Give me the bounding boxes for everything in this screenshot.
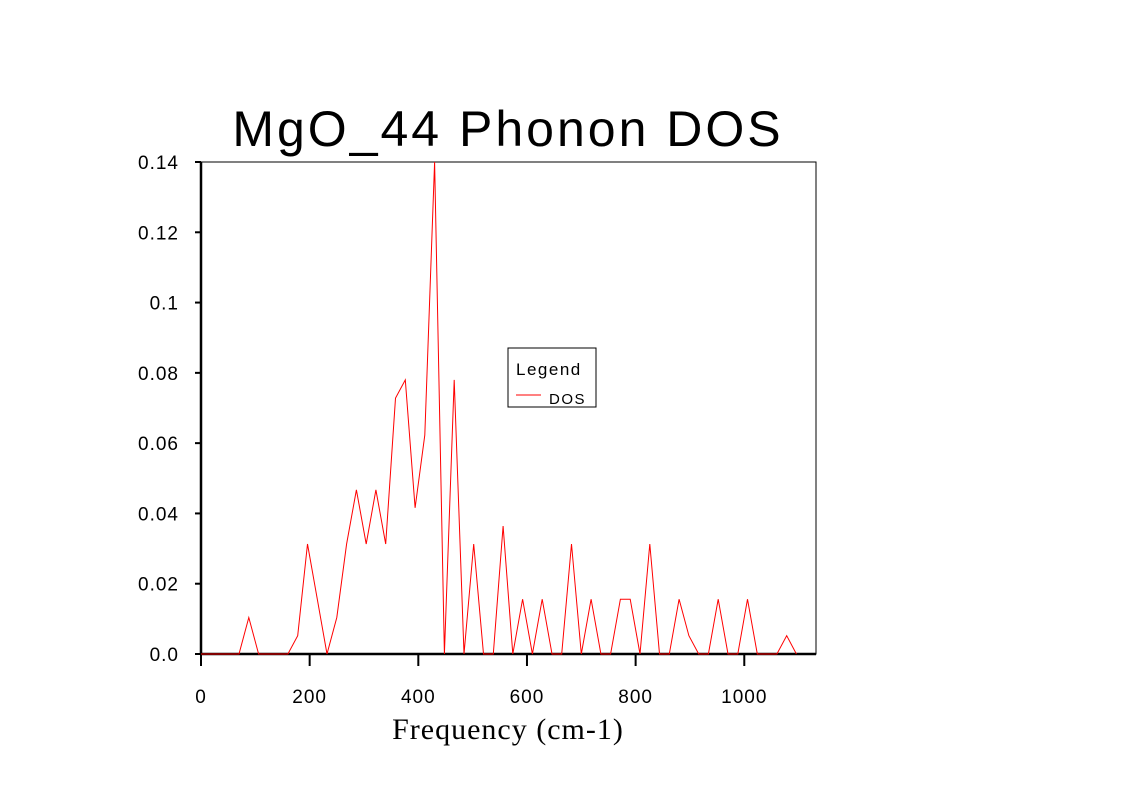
legend-label-dos: DOS <box>549 391 586 408</box>
x-tick-label: 1000 <box>721 687 767 708</box>
series-line-dos <box>201 161 797 655</box>
y-tick-label: 0.1 <box>150 294 179 315</box>
y-tick-label: 0.0 <box>150 645 179 666</box>
y-tick-label: 0.14 <box>138 153 179 174</box>
chart-title: MgO_44 Phonon DOS <box>232 101 783 157</box>
x-tick-label: 800 <box>618 687 653 708</box>
x-tick-label: 0 <box>195 687 207 708</box>
y-tick-label: 0.06 <box>138 434 179 455</box>
legend-box <box>507 347 597 408</box>
y-tick-label: 0.04 <box>138 504 179 525</box>
plot-frame <box>200 161 817 655</box>
axes: 0 200 400 600 800 1000 0.0 0.02 0.04 0.06 0.08 0.1 0… <box>138 153 816 708</box>
legend-title: Legend <box>516 360 582 379</box>
x-tick-label: 600 <box>510 687 545 708</box>
legend: Legend DOS <box>507 347 597 408</box>
x-axis-label: Frequency (cm-1) <box>392 713 624 746</box>
y-tick-label: 0.12 <box>138 223 179 244</box>
y-tick-label: 0.08 <box>138 364 179 385</box>
y-tick-label: 0.02 <box>138 575 179 596</box>
x-tick-label: 200 <box>292 687 327 708</box>
x-tick-label: 400 <box>401 687 436 708</box>
